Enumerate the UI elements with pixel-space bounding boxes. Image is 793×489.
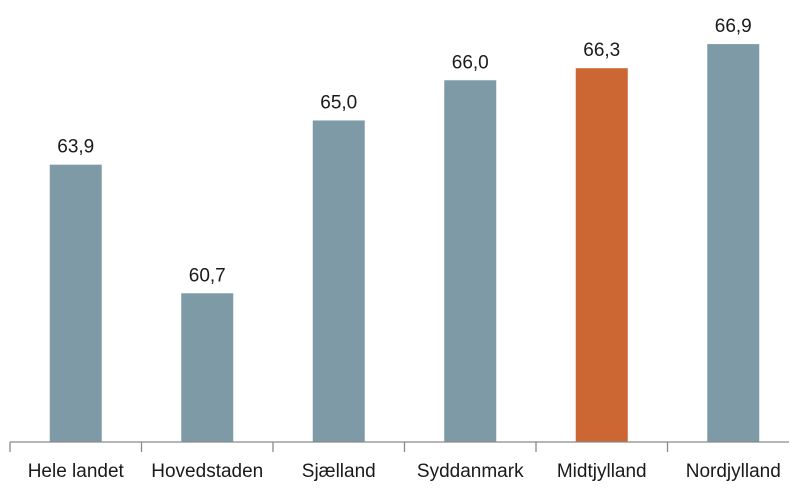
value-label: 66,0 <box>452 52 489 73</box>
x-axis-tick-labels: Hele landet Hovedstaden Sjælland Syddanmark… <box>28 461 781 482</box>
value-label: 63,9 <box>57 137 94 158</box>
value-label: 66,9 <box>715 16 752 37</box>
value-label: 66,3 <box>583 40 620 61</box>
x-axis-ticks <box>9 442 669 452</box>
bar-syddanmark <box>444 80 497 443</box>
value-label: 65,0 <box>320 92 357 113</box>
value-labels-layer: 63,9 60,7 65,0 66,0 66,3 66,9 <box>57 16 751 286</box>
x-tick-label: Sjælland <box>302 461 376 482</box>
x-tick-label: Hele landet <box>28 461 125 482</box>
x-tick-label: Syddanmark <box>417 461 524 482</box>
x-tick-label: Nordjylland <box>686 461 781 482</box>
value-label: 60,7 <box>189 265 226 286</box>
bars-layer <box>49 44 760 443</box>
x-tick-label: Midtjylland <box>557 461 647 482</box>
bar-midtjylland <box>575 68 628 442</box>
bar-hele-landet <box>49 164 102 442</box>
bar-nordjylland <box>707 44 760 442</box>
bar-hovedstaden <box>181 293 234 442</box>
bar-sj-lland <box>312 120 365 442</box>
x-tick-label: Hovedstaden <box>151 461 263 482</box>
